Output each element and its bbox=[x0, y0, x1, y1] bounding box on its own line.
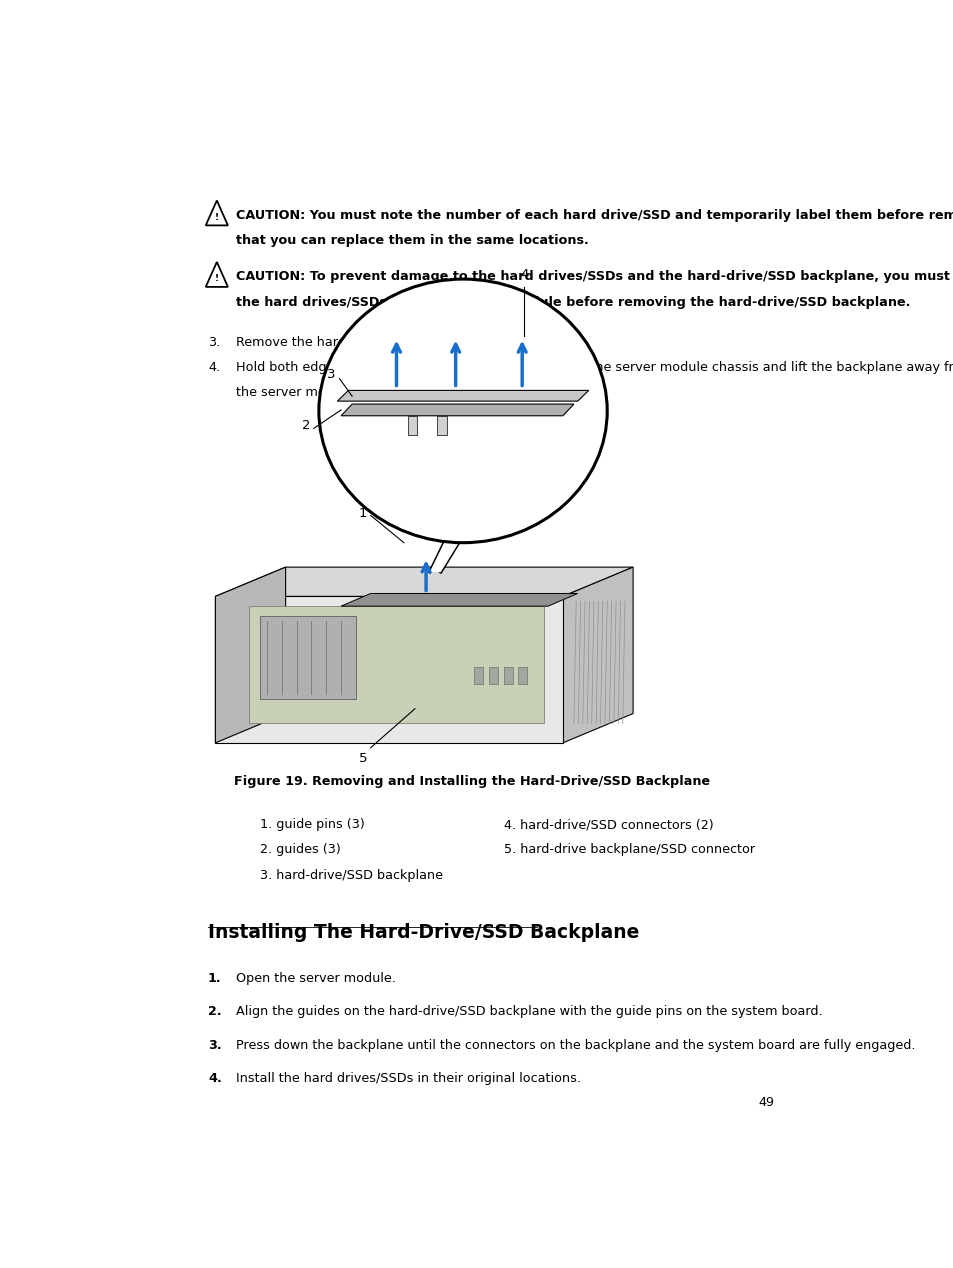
Text: Hold both edges of the hard-drive/SSD backplane near the server module chassis a: Hold both edges of the hard-drive/SSD ba… bbox=[235, 361, 953, 374]
Text: 1.: 1. bbox=[208, 973, 221, 985]
Bar bbox=[474, 667, 482, 685]
Text: 3: 3 bbox=[327, 368, 335, 382]
Ellipse shape bbox=[318, 279, 607, 543]
Text: 4. hard-drive/SSD connectors (2): 4. hard-drive/SSD connectors (2) bbox=[503, 818, 713, 831]
Text: 4.: 4. bbox=[208, 1071, 221, 1085]
Text: 1: 1 bbox=[358, 507, 367, 520]
Text: 3. hard-drive/SSD backplane: 3. hard-drive/SSD backplane bbox=[259, 869, 442, 881]
Bar bbox=[503, 667, 512, 685]
Text: 5. hard-drive backplane/SSD connector: 5. hard-drive backplane/SSD connector bbox=[503, 843, 754, 856]
Polygon shape bbox=[337, 391, 588, 401]
Polygon shape bbox=[562, 567, 633, 743]
Text: Press down the backplane until the connectors on the backplane and the system bo: Press down the backplane until the conne… bbox=[235, 1038, 915, 1051]
Text: 2. guides (3): 2. guides (3) bbox=[259, 843, 340, 856]
Bar bbox=[488, 667, 497, 685]
Text: Open the server module.: Open the server module. bbox=[235, 973, 395, 985]
Bar bbox=[407, 416, 416, 435]
Text: that you can replace them in the same locations.: that you can replace them in the same lo… bbox=[235, 235, 588, 247]
Polygon shape bbox=[215, 567, 633, 596]
Polygon shape bbox=[215, 596, 562, 743]
Text: 2: 2 bbox=[301, 418, 310, 432]
Text: CAUTION: You must note the number of each hard drive/SSD and temporarily label t: CAUTION: You must note the number of eac… bbox=[235, 209, 953, 222]
Text: 4.: 4. bbox=[208, 361, 220, 374]
Text: 4: 4 bbox=[519, 268, 528, 281]
Text: !: ! bbox=[214, 274, 218, 283]
Text: Install the hard drives/SSDs in their original locations.: Install the hard drives/SSDs in their or… bbox=[235, 1071, 580, 1085]
Text: 49: 49 bbox=[758, 1096, 774, 1110]
Text: Remove the hard drive(s)/SSD(s).: Remove the hard drive(s)/SSD(s). bbox=[235, 336, 450, 349]
Polygon shape bbox=[341, 404, 574, 416]
Bar bbox=[518, 667, 527, 685]
Text: Figure 19. Removing and Installing the Hard-Drive/SSD Backplane: Figure 19. Removing and Installing the H… bbox=[233, 775, 709, 789]
Text: 2.: 2. bbox=[208, 1006, 221, 1018]
Polygon shape bbox=[259, 616, 355, 699]
Text: Installing The Hard-Drive/SSD Backplane: Installing The Hard-Drive/SSD Backplane bbox=[208, 923, 639, 942]
Polygon shape bbox=[249, 606, 544, 723]
Text: the server module.: the server module. bbox=[235, 387, 357, 399]
Text: 1. guide pins (3): 1. guide pins (3) bbox=[259, 818, 364, 831]
Text: the hard drives/SSDs from the server module before removing the hard-drive/SSD b: the hard drives/SSDs from the server mod… bbox=[235, 295, 909, 308]
Polygon shape bbox=[341, 593, 577, 606]
Text: 3.: 3. bbox=[208, 336, 220, 349]
Text: 5: 5 bbox=[358, 752, 367, 765]
Text: Align the guides on the hard-drive/SSD backplane with the guide pins on the syst: Align the guides on the hard-drive/SSD b… bbox=[235, 1006, 821, 1018]
Bar bbox=[436, 416, 446, 435]
Polygon shape bbox=[215, 567, 285, 743]
Polygon shape bbox=[429, 541, 459, 572]
Text: 3.: 3. bbox=[208, 1038, 221, 1051]
Text: CAUTION: To prevent damage to the hard drives/SSDs and the hard-drive/SSD backpl: CAUTION: To prevent damage to the hard d… bbox=[235, 270, 953, 283]
Text: !: ! bbox=[214, 213, 218, 222]
